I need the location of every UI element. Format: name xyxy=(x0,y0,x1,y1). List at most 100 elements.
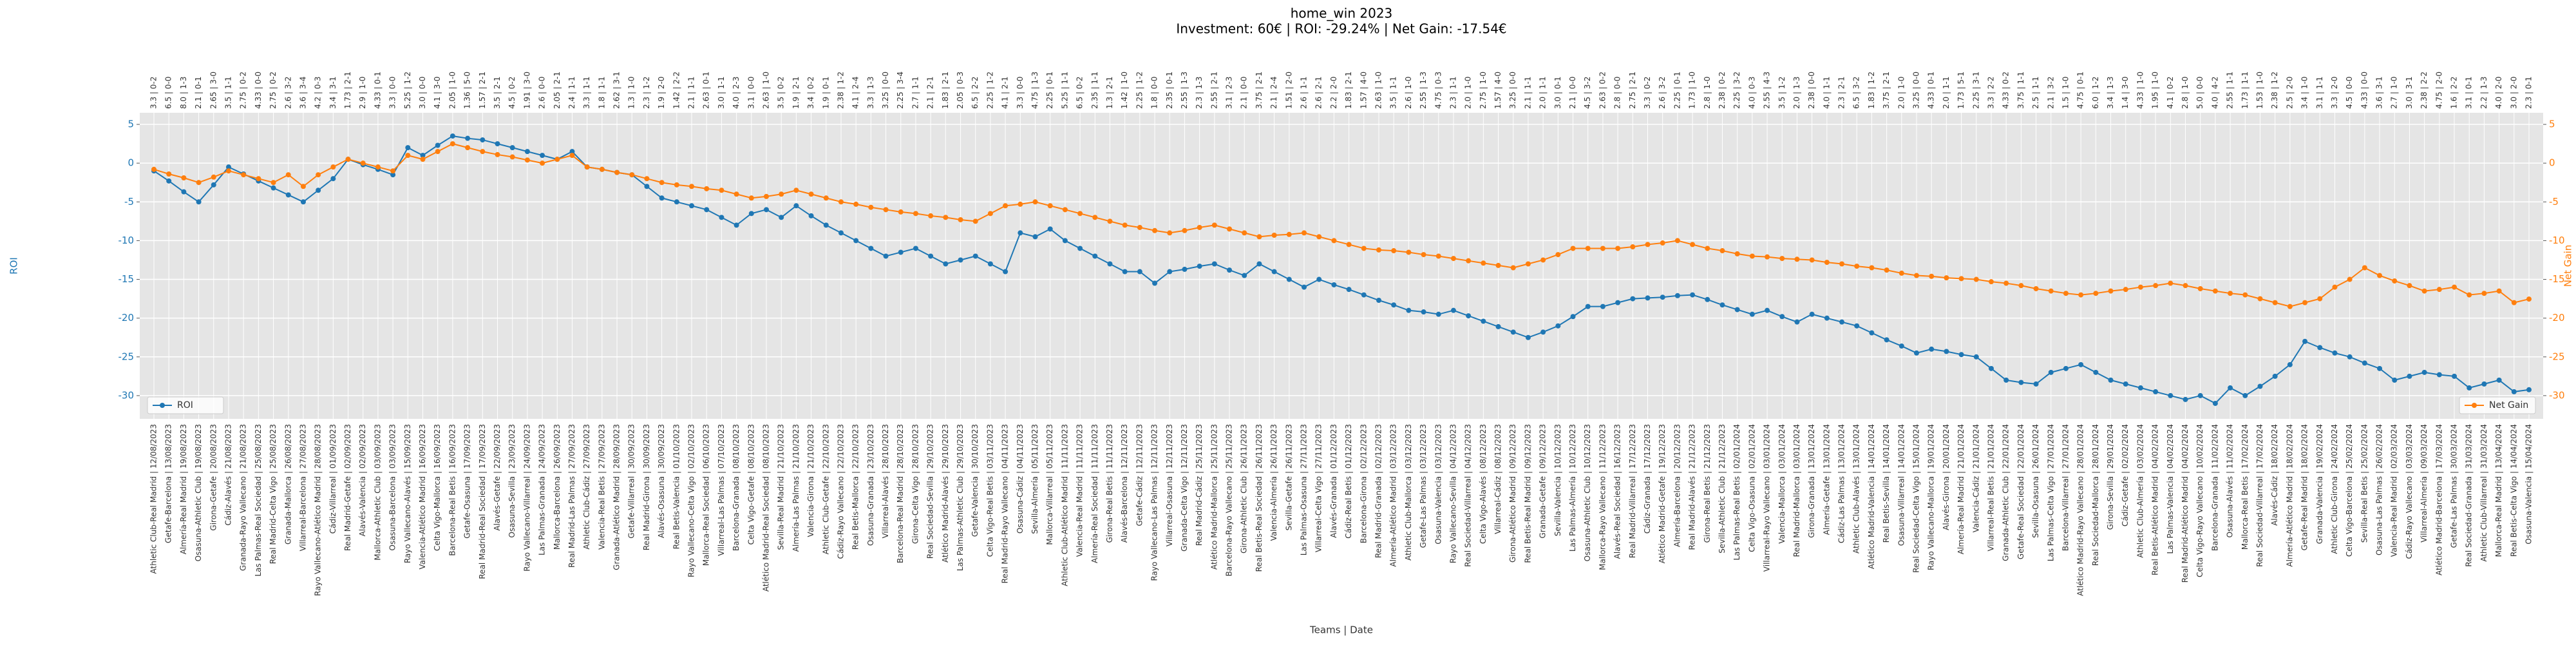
legend-marker xyxy=(2472,403,2477,408)
x-tick-label: Mallorca-Real Betis | 17/02/2024 xyxy=(2240,424,2249,550)
x-tick-label: Osasuna-Cádiz | 04/11/2023 xyxy=(1016,424,1025,534)
point xyxy=(1435,311,1441,317)
point xyxy=(1152,227,1158,233)
point xyxy=(2033,285,2039,291)
x-tick-label: Mallorca-Rayo Vallecano | 11/12/2023 xyxy=(1598,424,1607,570)
x-tick-label: Cádiz-Alavés | 21/08/2023 xyxy=(223,424,232,526)
point xyxy=(1346,287,1352,293)
x-tick-label: Real Madrid-Getafe | 02/09/2023 xyxy=(343,424,352,551)
x-tick-label: Sevilla-Getafe | 26/11/2023 xyxy=(1284,424,1293,530)
point xyxy=(674,199,679,205)
point xyxy=(1600,246,1605,251)
point xyxy=(1032,234,1038,240)
point xyxy=(883,253,889,259)
top-label: 1.73 | 5-1 xyxy=(1956,72,1965,109)
point xyxy=(958,217,963,222)
point xyxy=(330,164,336,170)
point xyxy=(2511,300,2517,305)
point xyxy=(1734,251,1740,256)
x-tick-label: Real Madrid-Real Sociedad | 17/09/2023 xyxy=(478,424,487,579)
x-tick-label: Villarreal-Osasuna | 12/11/2023 xyxy=(1165,424,1174,546)
point xyxy=(1391,302,1397,308)
top-label: 2.55 | 1-3 xyxy=(1419,72,1428,109)
x-tick-label: Valencia-Real Betis | 27/09/2023 xyxy=(597,424,606,550)
x-tick-label: Osasuna-Granada | 23/10/2023 xyxy=(866,424,875,546)
x-tick-label: Real Sociedad-Villarreal | 17/02/2024 xyxy=(2255,424,2264,567)
point xyxy=(1331,238,1337,244)
point xyxy=(1062,238,1068,244)
point xyxy=(1122,222,1128,228)
top-label: 3.0 | 0-0 xyxy=(418,77,427,109)
top-label: 2.8 | 1-0 xyxy=(2181,77,2190,109)
x-tick-label: Mallorca-Villarreal | 05/11/2023 xyxy=(1045,424,1054,545)
point xyxy=(2093,369,2099,375)
x-tick-label: Osasuna-Barcelona | 03/09/2023 xyxy=(388,424,397,550)
x-tick-label: Athletic Club-Atlético Madrid | 11/11/20… xyxy=(1060,424,1069,586)
x-tick-label: Celta Vigo-Alavés | 08/12/2023 xyxy=(1479,424,1488,544)
point xyxy=(1540,257,1546,263)
point xyxy=(1839,319,1845,325)
x-tick-label: Villarreal-Barcelona | 27/08/2023 xyxy=(298,424,307,551)
point xyxy=(674,182,679,188)
point xyxy=(748,195,754,201)
point xyxy=(211,174,216,180)
point xyxy=(2003,377,2009,383)
x-tick-label: Osasuna-Valencia | 15/04/2024 xyxy=(2524,424,2533,545)
x-tick-label: Granada-Athletic Club | 22/01/2024 xyxy=(2002,424,2011,561)
top-label: 2.6 | 1-0 xyxy=(1404,77,1413,109)
top-label: 6.5 | 0-0 xyxy=(164,77,173,109)
point xyxy=(599,166,605,172)
top-label: 4.1 | 2-4 xyxy=(851,77,860,109)
x-tick-label: Las Palmas-Celta Vigo | 27/01/2024 xyxy=(2046,424,2055,561)
x-tick-label: Sevilla-Athletic Club | 21/12/2023 xyxy=(1718,424,1727,554)
point xyxy=(1510,329,1516,335)
point xyxy=(1869,265,1875,271)
point xyxy=(2347,354,2353,360)
top-label: 3.3 | 2-2 xyxy=(1986,77,1995,109)
point xyxy=(1256,234,1262,240)
x-tick-label: Athletic Club-Mallorca | 03/12/2023 xyxy=(1404,424,1413,561)
point xyxy=(644,176,650,182)
x-tick-label: Villarreal-Real Betis | 21/01/2024 xyxy=(1986,424,1995,552)
x-tick-label: Rayo Vallecano-Atlético Madrid | 28/08/2… xyxy=(314,424,323,596)
top-label: 2.25 | 3-1 xyxy=(1971,72,1980,109)
point xyxy=(1973,276,1979,282)
top-label: 3.0 | 3-1 xyxy=(2405,77,2414,109)
top-label: 5.0 | 0-0 xyxy=(2195,77,2204,109)
top-label: 3.6 | 3-4 xyxy=(298,77,307,109)
point xyxy=(1092,215,1098,220)
point xyxy=(1645,295,1651,301)
top-label: 2.38 | 1-2 xyxy=(2270,72,2279,109)
x-tick-label: Valencia-Girona | 21/10/2023 xyxy=(806,424,815,537)
x-tick-label: Granada-Getafe | 09/12/2023 xyxy=(1539,424,1548,538)
point xyxy=(1018,230,1023,236)
top-label: 2.0 | 1-0 xyxy=(1464,77,1473,109)
chart-subtitle: Investment: 60€ | ROI: -29.24% | Net Gai… xyxy=(1176,21,1506,37)
point xyxy=(838,199,844,205)
x-tick-label: Getafe-Osasuna | 17/09/2023 xyxy=(463,424,472,539)
x-tick-label: Getafe-Real Madrid | 18/02/2024 xyxy=(2300,424,2309,550)
top-label: 2.1 | 0-0 xyxy=(1240,77,1249,109)
point xyxy=(659,180,665,186)
top-label: 3.75 | 1-1 xyxy=(2016,72,2025,109)
point xyxy=(2481,291,2487,296)
y-tick-label: -10 xyxy=(118,235,135,246)
top-label: 2.6 | 0-0 xyxy=(538,77,547,109)
point xyxy=(211,182,216,188)
point xyxy=(1869,330,1875,336)
top-label: 2.05 | 2-1 xyxy=(553,72,562,109)
top-label: 2.1 | 0-0 xyxy=(1568,77,1577,109)
legend-label: ROI xyxy=(177,400,193,410)
top-label: 1.36 | 5-0 xyxy=(463,72,472,109)
top-label: 1.57 | 2-1 xyxy=(478,72,487,109)
point xyxy=(838,230,844,236)
top-label: 1.73 | 1-0 xyxy=(1688,72,1697,109)
x-tick-label: Atlético Madrid-Rayo Vallecano | 28/01/2… xyxy=(2076,424,2085,596)
top-label: 2.55 | 2-1 xyxy=(1209,72,1218,109)
x-tick-label: Almería-Atlético Madrid | 03/12/2023 xyxy=(1389,424,1398,567)
point xyxy=(734,191,739,197)
point xyxy=(480,137,486,143)
point xyxy=(435,142,440,148)
point xyxy=(2467,292,2472,298)
top-label: 2.62 | 3-1 xyxy=(612,72,621,109)
